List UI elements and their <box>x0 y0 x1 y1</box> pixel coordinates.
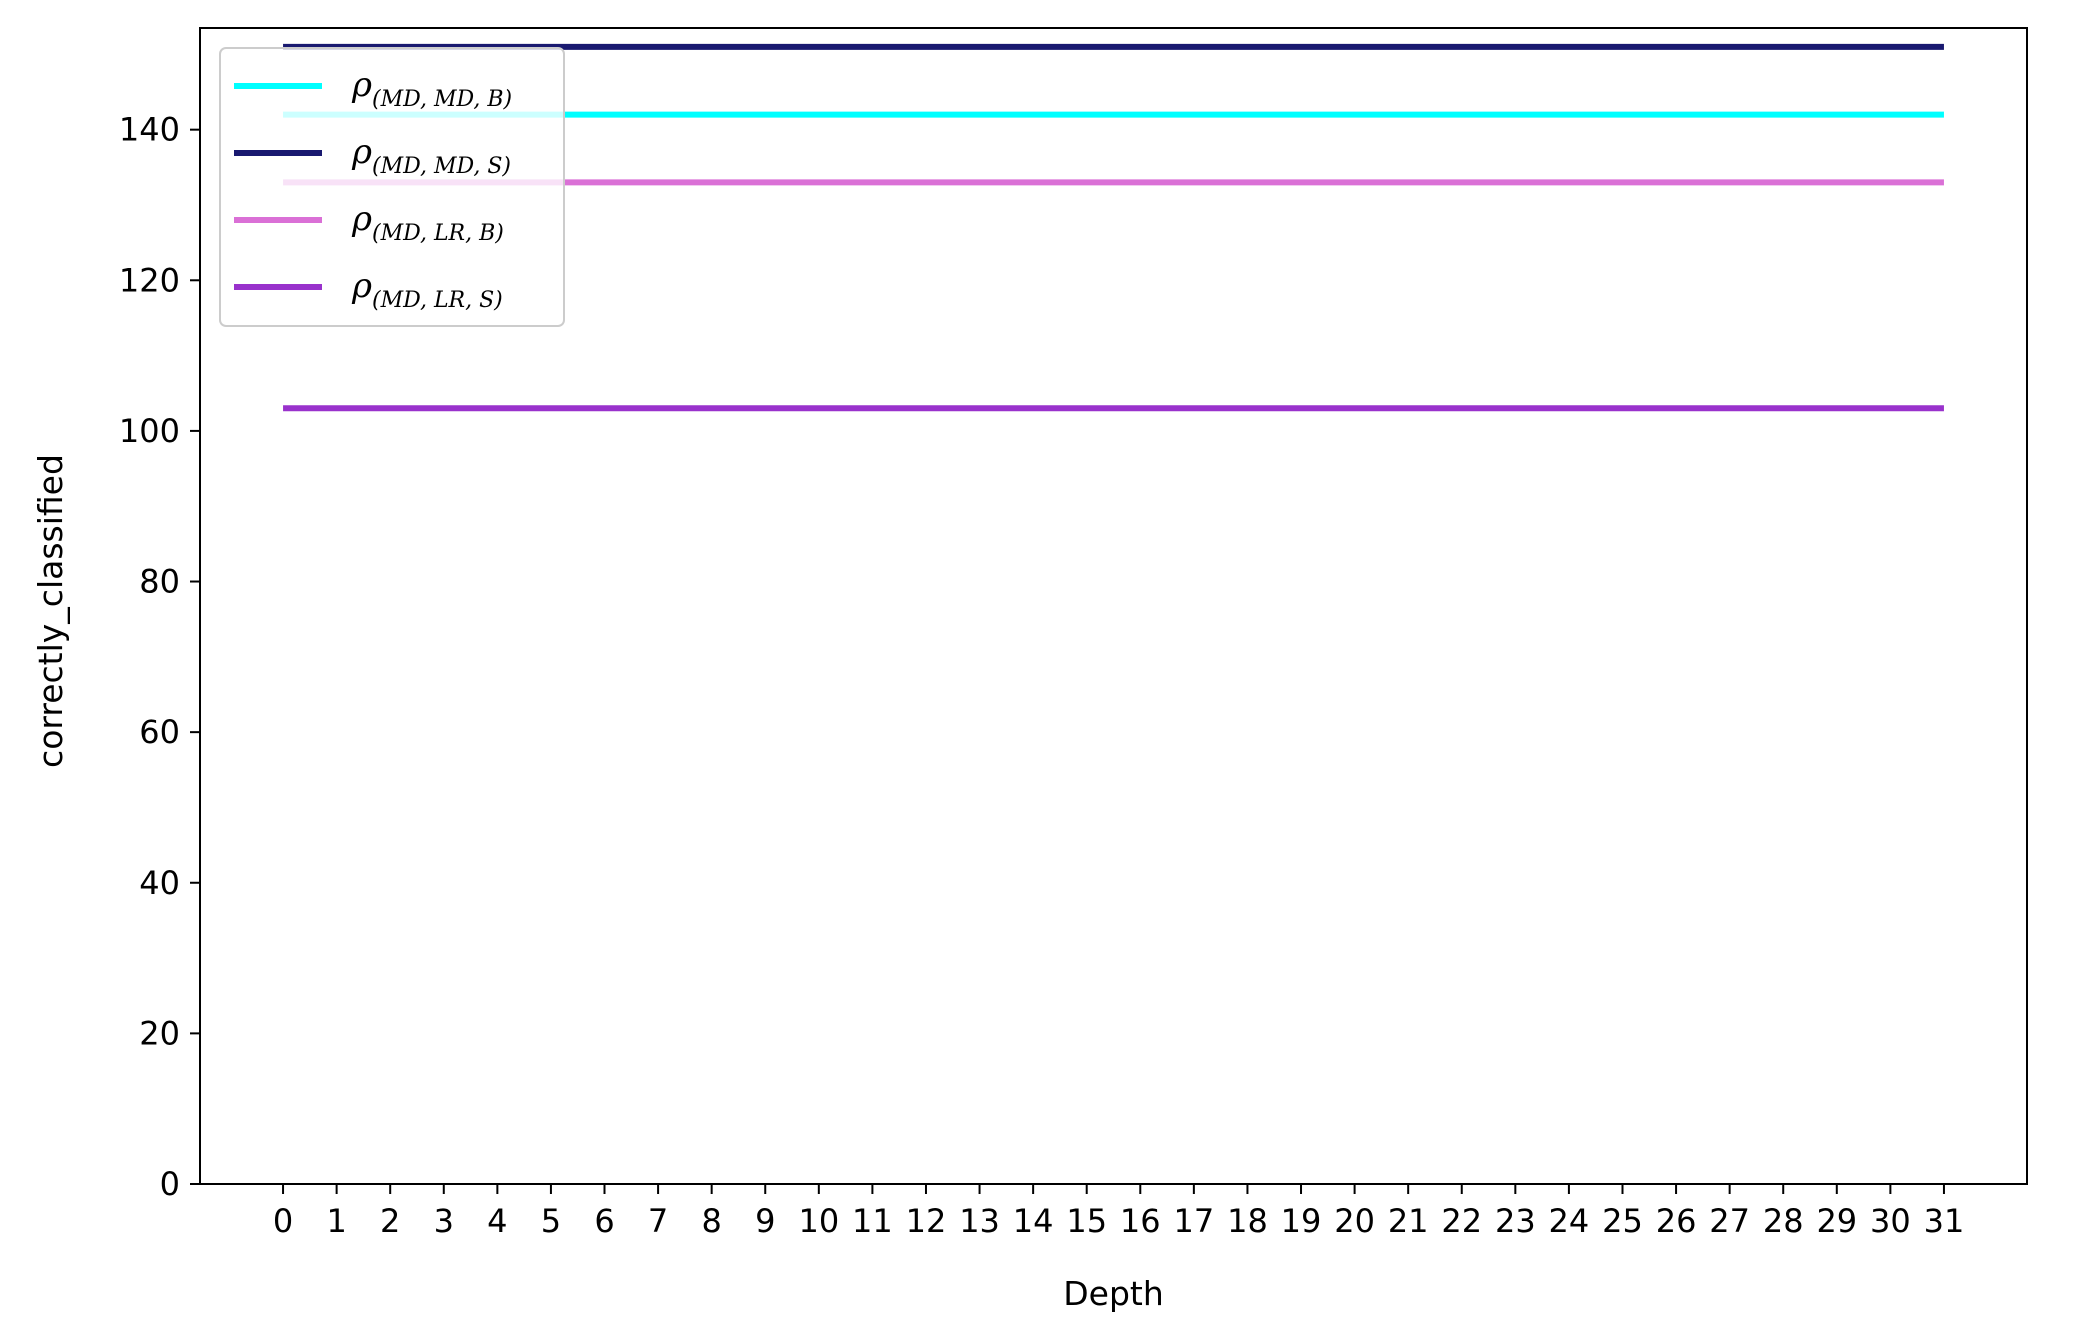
x-tick-label: 27 <box>1709 1202 1750 1240</box>
y-tick-label: 140 <box>119 111 180 149</box>
x-tick-label: 16 <box>1120 1202 1161 1240</box>
x-tick-label: 9 <box>755 1202 775 1240</box>
x-tick-label: 18 <box>1227 1202 1268 1240</box>
legend: ρ(MD, MD, B)ρ(MD, MD, S)ρ(MD, LR, B)ρ(MD… <box>219 47 565 327</box>
legend-symbol: ρ <box>351 132 372 172</box>
x-tick-label: 20 <box>1334 1202 1375 1240</box>
x-tick-label: 1 <box>326 1202 346 1240</box>
x-tick-label: 24 <box>1549 1202 1590 1240</box>
legend-entry-0: ρ(MD, MD, B) <box>351 65 512 112</box>
x-tick-label: 3 <box>434 1202 454 1240</box>
x-tick-label: 30 <box>1870 1202 1911 1240</box>
x-tick-label: 0 <box>273 1202 293 1240</box>
axes: 0 1 2 3 4 5 6 7 8 9 10 11 12 13 14 15 16 17 18 19 20 21 22 23 24… <box>31 27 2028 1313</box>
legend-entry-2: ρ(MD, LR, B) <box>351 199 504 246</box>
legend-symbol: ρ <box>351 266 372 306</box>
x-tick-label: 14 <box>1013 1202 1054 1240</box>
axes-frame <box>199 27 2028 1185</box>
legend-subscript: (MD, LR, S) <box>372 288 503 313</box>
y-tick-label: 20 <box>139 1014 180 1052</box>
legend-subscript: (MD, MD, S) <box>372 154 511 179</box>
x-tick-label: 4 <box>487 1202 507 1240</box>
y-tick-label: 80 <box>139 563 180 601</box>
legend-symbol: ρ <box>351 199 372 239</box>
x-tick-label: 7 <box>648 1202 668 1240</box>
x-tick-label: 29 <box>1816 1202 1857 1240</box>
x-axis-label: Depth <box>1063 1274 1164 1313</box>
legend-entry-3: ρ(MD, LR, S) <box>351 266 503 313</box>
x-tick-label: 19 <box>1281 1202 1322 1240</box>
y-tick-label: 40 <box>139 864 180 902</box>
x-tick-label: 8 <box>701 1202 721 1240</box>
y-tick-label: 120 <box>119 261 180 299</box>
x-tick-label: 2 <box>380 1202 400 1240</box>
legend-box <box>219 47 565 327</box>
y-tick-label: 60 <box>139 713 180 751</box>
legend-subscript: (MD, MD, B) <box>372 87 512 112</box>
x-tick-label: 6 <box>594 1202 614 1240</box>
x-tick-label: 22 <box>1441 1202 1482 1240</box>
legend-symbol: ρ <box>351 65 372 105</box>
x-tick-label: 31 <box>1924 1202 1965 1240</box>
x-tick-label: 25 <box>1602 1202 1643 1240</box>
x-tick-label: 13 <box>959 1202 1000 1240</box>
x-tick-label: 21 <box>1388 1202 1429 1240</box>
x-tick-label: 23 <box>1495 1202 1536 1240</box>
x-tick-label: 12 <box>906 1202 947 1240</box>
x-tick-label: 17 <box>1174 1202 1215 1240</box>
x-tick-label: 10 <box>798 1202 839 1240</box>
x-tick-label: 5 <box>541 1202 561 1240</box>
y-tick-label: 0 <box>160 1165 180 1203</box>
x-tick-label: 11 <box>852 1202 893 1240</box>
legend-subscript: (MD, LR, B) <box>372 221 504 246</box>
y-axis-label: correctly_classified <box>31 454 70 768</box>
x-tick-label: 28 <box>1763 1202 1804 1240</box>
y-tick-label: 100 <box>119 412 180 450</box>
legend-entry-1: ρ(MD, MD, S) <box>351 132 511 179</box>
x-tick-label: 26 <box>1656 1202 1697 1240</box>
x-tick-label: 15 <box>1066 1202 1107 1240</box>
